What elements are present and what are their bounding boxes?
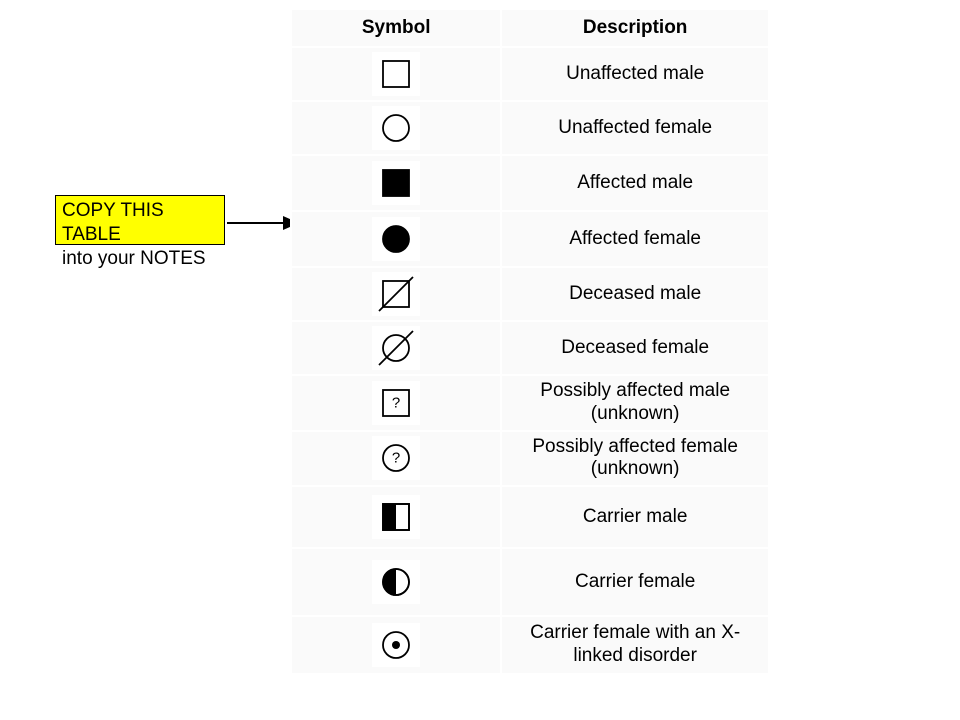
deceased-male-description: Deceased male — [501, 267, 769, 321]
table-row: Carrier female — [291, 548, 769, 616]
affected-male-description: Affected male — [501, 155, 769, 211]
deceased-male-symbol — [291, 267, 501, 321]
affected-female-description: Affected female — [501, 211, 769, 267]
affected-female-symbol — [291, 211, 501, 267]
header-description: Description — [501, 9, 769, 47]
table-row: ? Possibly affected male (unknown) — [291, 375, 769, 431]
table-row: Carrier male — [291, 486, 769, 548]
table-header-row: Symbol Description — [291, 9, 769, 47]
deceased-female-symbol — [291, 321, 501, 375]
callout-line1: COPY THIS TABLE — [62, 200, 164, 245]
symbol-legend-table: Symbol Description Unaffected maleUnaffe… — [290, 8, 770, 675]
table-row: Unaffected male — [291, 47, 769, 101]
possibly-female-symbol: ? — [291, 431, 501, 487]
possibly-male-symbol: ? — [291, 375, 501, 431]
unaffected-female-symbol — [291, 101, 501, 155]
table-row: Unaffected female — [291, 101, 769, 155]
table-row: Affected male — [291, 155, 769, 211]
affected-male-symbol — [291, 155, 501, 211]
table-row: Affected female — [291, 211, 769, 267]
carrier-x-linked-symbol — [291, 616, 501, 674]
table-row: Carrier female with an X-linked disorder — [291, 616, 769, 674]
carrier-male-description: Carrier male — [501, 486, 769, 548]
carrier-female-symbol — [291, 548, 501, 616]
unaffected-female-description: Unaffected female — [501, 101, 769, 155]
deceased-female-description: Deceased female — [501, 321, 769, 375]
possibly-female-description: Possibly affected female (unknown) — [501, 431, 769, 487]
svg-text:?: ? — [392, 394, 400, 411]
unaffected-male-description: Unaffected male — [501, 47, 769, 101]
pedigree-symbol-table: Symbol Description Unaffected maleUnaffe… — [290, 8, 770, 675]
callout-arrow-icon — [225, 208, 300, 238]
table-row: ? Possibly affected female (unknown) — [291, 431, 769, 487]
unaffected-male-symbol — [291, 47, 501, 101]
possibly-male-description: Possibly affected male (unknown) — [501, 375, 769, 431]
header-symbol: Symbol — [291, 9, 501, 47]
carrier-male-symbol — [291, 486, 501, 548]
carrier-x-linked-description: Carrier female with an X-linked disorder — [501, 616, 769, 674]
callout-line2: into your NOTES — [62, 248, 206, 269]
carrier-female-description: Carrier female — [501, 548, 769, 616]
table-row: Deceased female — [291, 321, 769, 375]
table-row: Deceased male — [291, 267, 769, 321]
copy-table-callout: COPY THIS TABLE into your NOTES — [55, 195, 225, 245]
svg-text:?: ? — [392, 450, 400, 467]
